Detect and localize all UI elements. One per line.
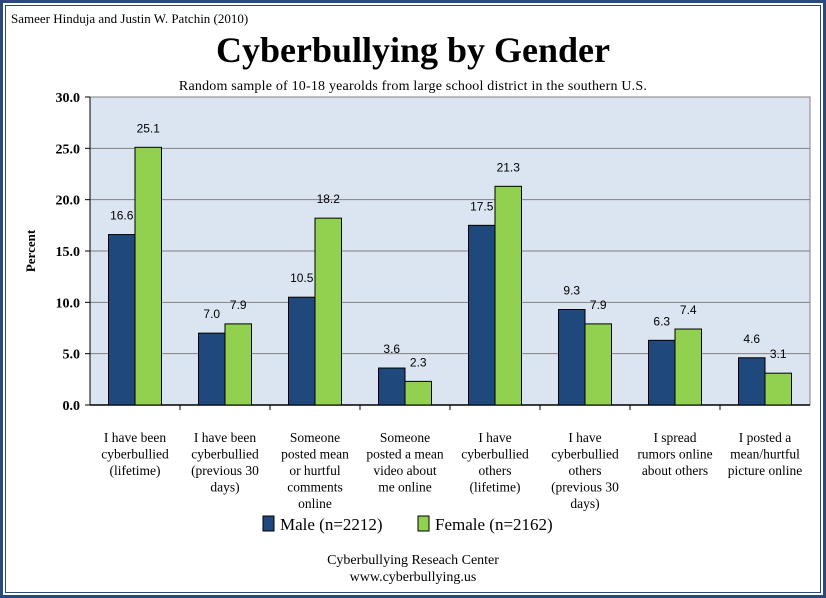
category-label-line: cyberbullied [191, 447, 259, 462]
inner-border [5, 5, 821, 593]
category-label: I have been cyberbullied (previous 30 days) [191, 430, 259, 495]
category-label-line: cyberbullied [551, 447, 619, 462]
category-label-line: picture online [728, 463, 803, 478]
chart-title: Cyberbullying by Gender [215, 30, 611, 70]
category-label-line: I have been [104, 430, 166, 445]
category-label: Someone posted mean or hurtful comments onli… [281, 430, 349, 511]
bar-chart: 0.0 5.0 10.0 15.0 20.0 25.0 30.0 Percent 16.6 25.… [23, 91, 811, 534]
category-label-line: (lifetime) [470, 480, 521, 495]
category-label-line: Someone [380, 430, 430, 445]
category-label-line: I spread [653, 430, 696, 445]
bar-male [738, 357, 766, 406]
legend-label-female: Female (n=2162) [435, 515, 553, 534]
bar-male [468, 224, 496, 406]
data-label: 7.9 [590, 298, 607, 312]
category-label: I have cyberbullied others (lifetime) [461, 430, 529, 495]
category-label-line: (previous 30 [191, 463, 259, 478]
data-label: 10.5 [290, 271, 314, 285]
data-label: 7.0 [203, 307, 220, 321]
data-label: 4.6 [743, 332, 760, 346]
data-label: 16.6 [110, 209, 134, 223]
category-label: I spread rumors online about others [637, 430, 712, 478]
category-label-line: others [569, 463, 602, 478]
legend-label-male: Male (n=2212) [280, 515, 383, 534]
data-label: 6.3 [653, 314, 670, 328]
data-label: 3.6 [383, 342, 400, 356]
data-label: 18.2 [317, 192, 341, 206]
footer-org: Cyberbullying Reseach Center [327, 553, 499, 568]
bar-female [764, 372, 792, 406]
credit-text: Sameer Hinduja and Justin W. Patchin (20… [11, 11, 249, 26]
data-label: 7.4 [680, 303, 697, 317]
legend-swatch-male [262, 515, 275, 532]
category-label: I have cyberbullied others (previous 30 days… [551, 430, 619, 511]
y-tick-label: 25.0 [56, 142, 81, 157]
category-label-line: cyberbullied [101, 447, 169, 462]
y-tick-label: 0.0 [63, 399, 81, 414]
bar-male [108, 234, 136, 406]
category-label-line: days) [210, 480, 239, 495]
bar-female [674, 328, 702, 406]
bar-male [198, 332, 226, 406]
category-label-line: I posted a [739, 430, 791, 445]
category-label-line: comments [287, 480, 343, 495]
category-label-line: days) [570, 496, 599, 511]
data-label: 3.1 [770, 347, 787, 361]
bar-female [314, 217, 342, 406]
data-label: 2.3 [410, 355, 427, 369]
category-label-line: posted mean [281, 447, 349, 462]
data-label: 21.3 [497, 160, 521, 174]
bar-male [288, 296, 316, 406]
bar-male [378, 367, 406, 406]
category-label-line: others [479, 463, 512, 478]
bar-male [558, 309, 586, 406]
bar-female [134, 146, 162, 406]
category-label-line: Someone [290, 430, 340, 445]
bar-female [404, 380, 432, 406]
bar-female [584, 323, 612, 406]
category-label-line: rumors online [637, 447, 712, 462]
category-label-line: posted a mean [366, 447, 443, 462]
y-tick-label: 10.0 [56, 296, 81, 311]
data-label: 7.9 [230, 298, 247, 312]
footer: Cyberbullying Reseach Center www.cyberbu… [3, 552, 823, 586]
bar-female [494, 185, 522, 406]
category-label: I have been cyberbullied (lifetime) [101, 430, 169, 478]
data-label: 9.3 [563, 284, 580, 298]
y-tick-label: 15.0 [56, 245, 81, 260]
category-label-line: me online [378, 480, 432, 495]
y-tick-label: 30.0 [56, 91, 81, 106]
category-label-line: I have [478, 430, 511, 445]
category-label-line: or hurtful [289, 463, 341, 478]
category-label: I posted a mean/hurtful picture online [728, 430, 803, 478]
category-label: Someone posted a mean video about me online [366, 430, 443, 495]
data-label: 17.5 [470, 199, 494, 213]
bar-female [224, 323, 252, 406]
y-tick-label: 20.0 [56, 194, 81, 209]
bar-male [648, 339, 676, 406]
category-label-line: about others [642, 463, 708, 478]
category-label-line: I have been [194, 430, 256, 445]
footer-url: www.cyberbullying.us [349, 570, 477, 585]
category-label-line: video about [373, 463, 437, 478]
legend-swatch-female [417, 515, 430, 532]
y-tick-label: 5.0 [63, 348, 81, 363]
category-label-line: (lifetime) [110, 463, 161, 478]
y-axis-label: Percent [23, 229, 38, 272]
chart-subtitle: Random sample of 10-18 yearolds from lar… [178, 79, 648, 94]
category-label-line: cyberbullied [461, 447, 529, 462]
data-label: 25.1 [137, 121, 161, 135]
category-label-line: (previous 30 [551, 480, 619, 495]
category-label-line: online [298, 496, 332, 511]
category-label-line: I have [568, 430, 601, 445]
category-label-line: mean/hurtful [730, 447, 800, 462]
